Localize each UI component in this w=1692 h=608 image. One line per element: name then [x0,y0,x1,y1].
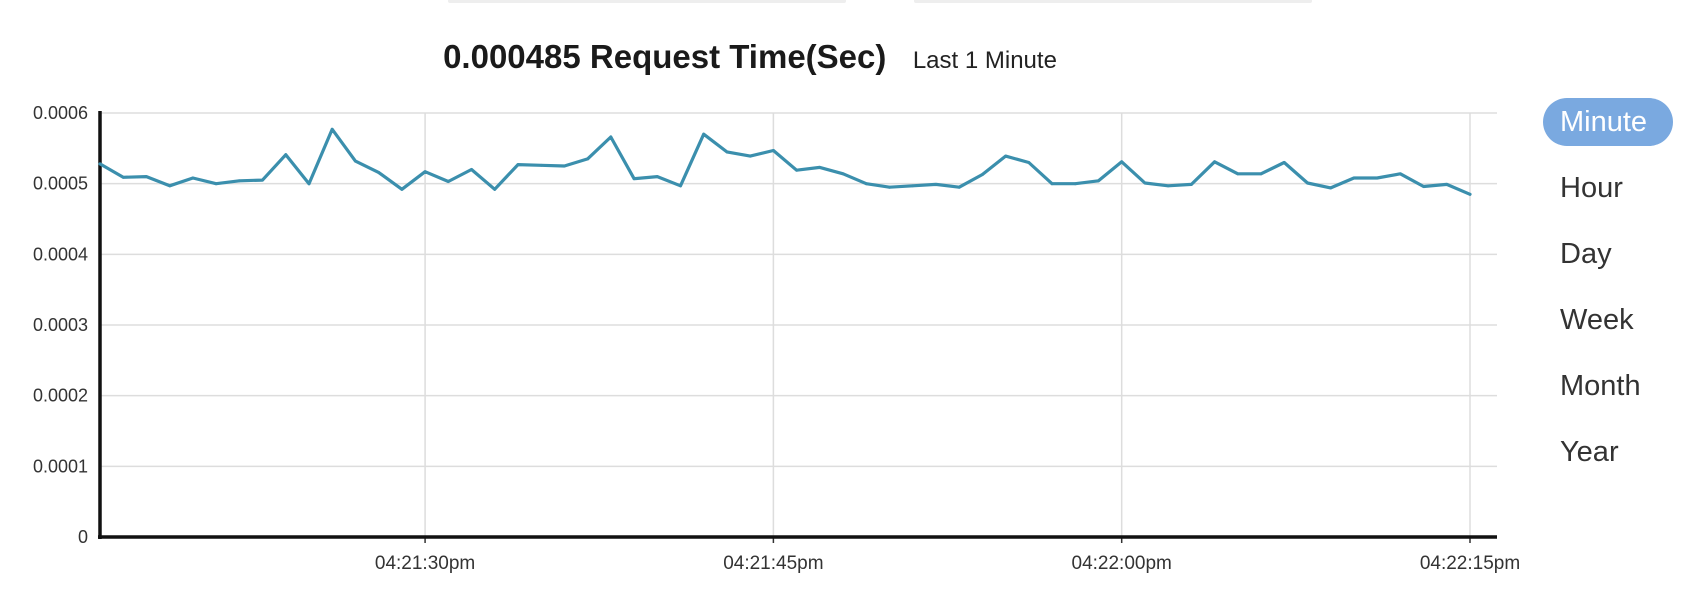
data-point [493,187,497,191]
chart-header: 0.000485 Request Time(Sec) Last 1 Minute [0,38,1500,76]
x-tick-label: 04:21:30pm [375,553,475,574]
top-tab-indicator-left [448,0,846,3]
x-tick-label: 04:22:00pm [1072,553,1172,574]
data-point [725,150,729,154]
data-point [957,185,961,189]
data-point [1375,176,1379,180]
y-tick-label: 0 [78,527,88,547]
data-point [400,187,404,191]
range-option-day[interactable]: Day [1560,238,1612,270]
data-point [1073,182,1077,186]
data-point [1004,154,1007,158]
data-point [284,153,288,157]
data-point [377,171,380,174]
data-point [655,175,659,179]
current-value-title: 0.000485 Request Time(Sec) [443,38,887,75]
range-option-hour[interactable]: Hour [1560,172,1623,204]
data-point [1352,176,1356,180]
data-point [1329,186,1333,190]
data-point [237,179,241,183]
data-point [818,166,822,169]
data-point [1422,185,1425,188]
data-point [981,173,984,176]
y-tick-label: 0.0006 [33,103,88,123]
y-tick-label: 0.0001 [33,456,88,476]
data-point [121,175,125,179]
y-tick-label: 0.0005 [33,174,88,194]
data-point [1445,183,1449,186]
data-point [563,164,566,168]
data-point [214,182,218,186]
data-point [748,154,752,158]
data-point [446,180,450,183]
data-point [1468,192,1472,196]
time-range-selector: Minute Hour Day Week Month Year [1543,98,1673,494]
data-point [888,185,891,189]
data-point [1213,160,1216,164]
data-point [772,149,775,152]
data-point [307,182,311,186]
series-line-0 [98,127,1472,196]
data-point [423,170,427,174]
data-point [516,163,520,167]
data-point [1097,179,1100,183]
x-tick-label: 04:21:45pm [723,553,823,574]
data-point [470,168,473,171]
data-point [679,184,682,188]
data-point [1120,160,1124,164]
data-point [539,163,543,167]
data-point [1050,182,1054,186]
data-point [168,184,172,188]
data-point [261,178,264,182]
data-point [1306,181,1309,185]
data-point [1259,172,1263,176]
period-label: Last 1 Minute [912,47,1057,74]
x-tick-label: 04:22:15pm [1420,553,1520,574]
range-option-week[interactable]: Week [1560,304,1634,336]
y-tick-label: 0.0002 [33,386,88,406]
data-point [1282,161,1286,164]
data-point [1398,172,1402,176]
range-option-year[interactable]: Year [1560,436,1619,468]
y-tick-label: 0.0004 [33,244,88,264]
range-option-month[interactable]: Month [1560,370,1641,402]
data-point [795,168,798,172]
data-point [354,159,357,163]
data-point [841,172,845,176]
data-point [1236,172,1240,176]
data-point [1190,183,1193,186]
data-point [864,182,868,186]
data-point [702,132,706,136]
range-option-minute[interactable]: Minute [1543,98,1673,146]
data-point [1166,184,1170,188]
data-point [586,157,589,161]
data-point [632,177,636,181]
data-point [330,127,334,131]
data-point [145,175,148,179]
data-point [1143,181,1147,185]
data-point [609,135,613,139]
top-tab-indicator-right [914,0,1312,3]
data-point [911,184,915,188]
data-point [191,176,195,180]
y-tick-label: 0.0003 [33,315,88,335]
data-point [934,183,938,186]
data-point [98,162,102,166]
data-point [1027,161,1031,164]
